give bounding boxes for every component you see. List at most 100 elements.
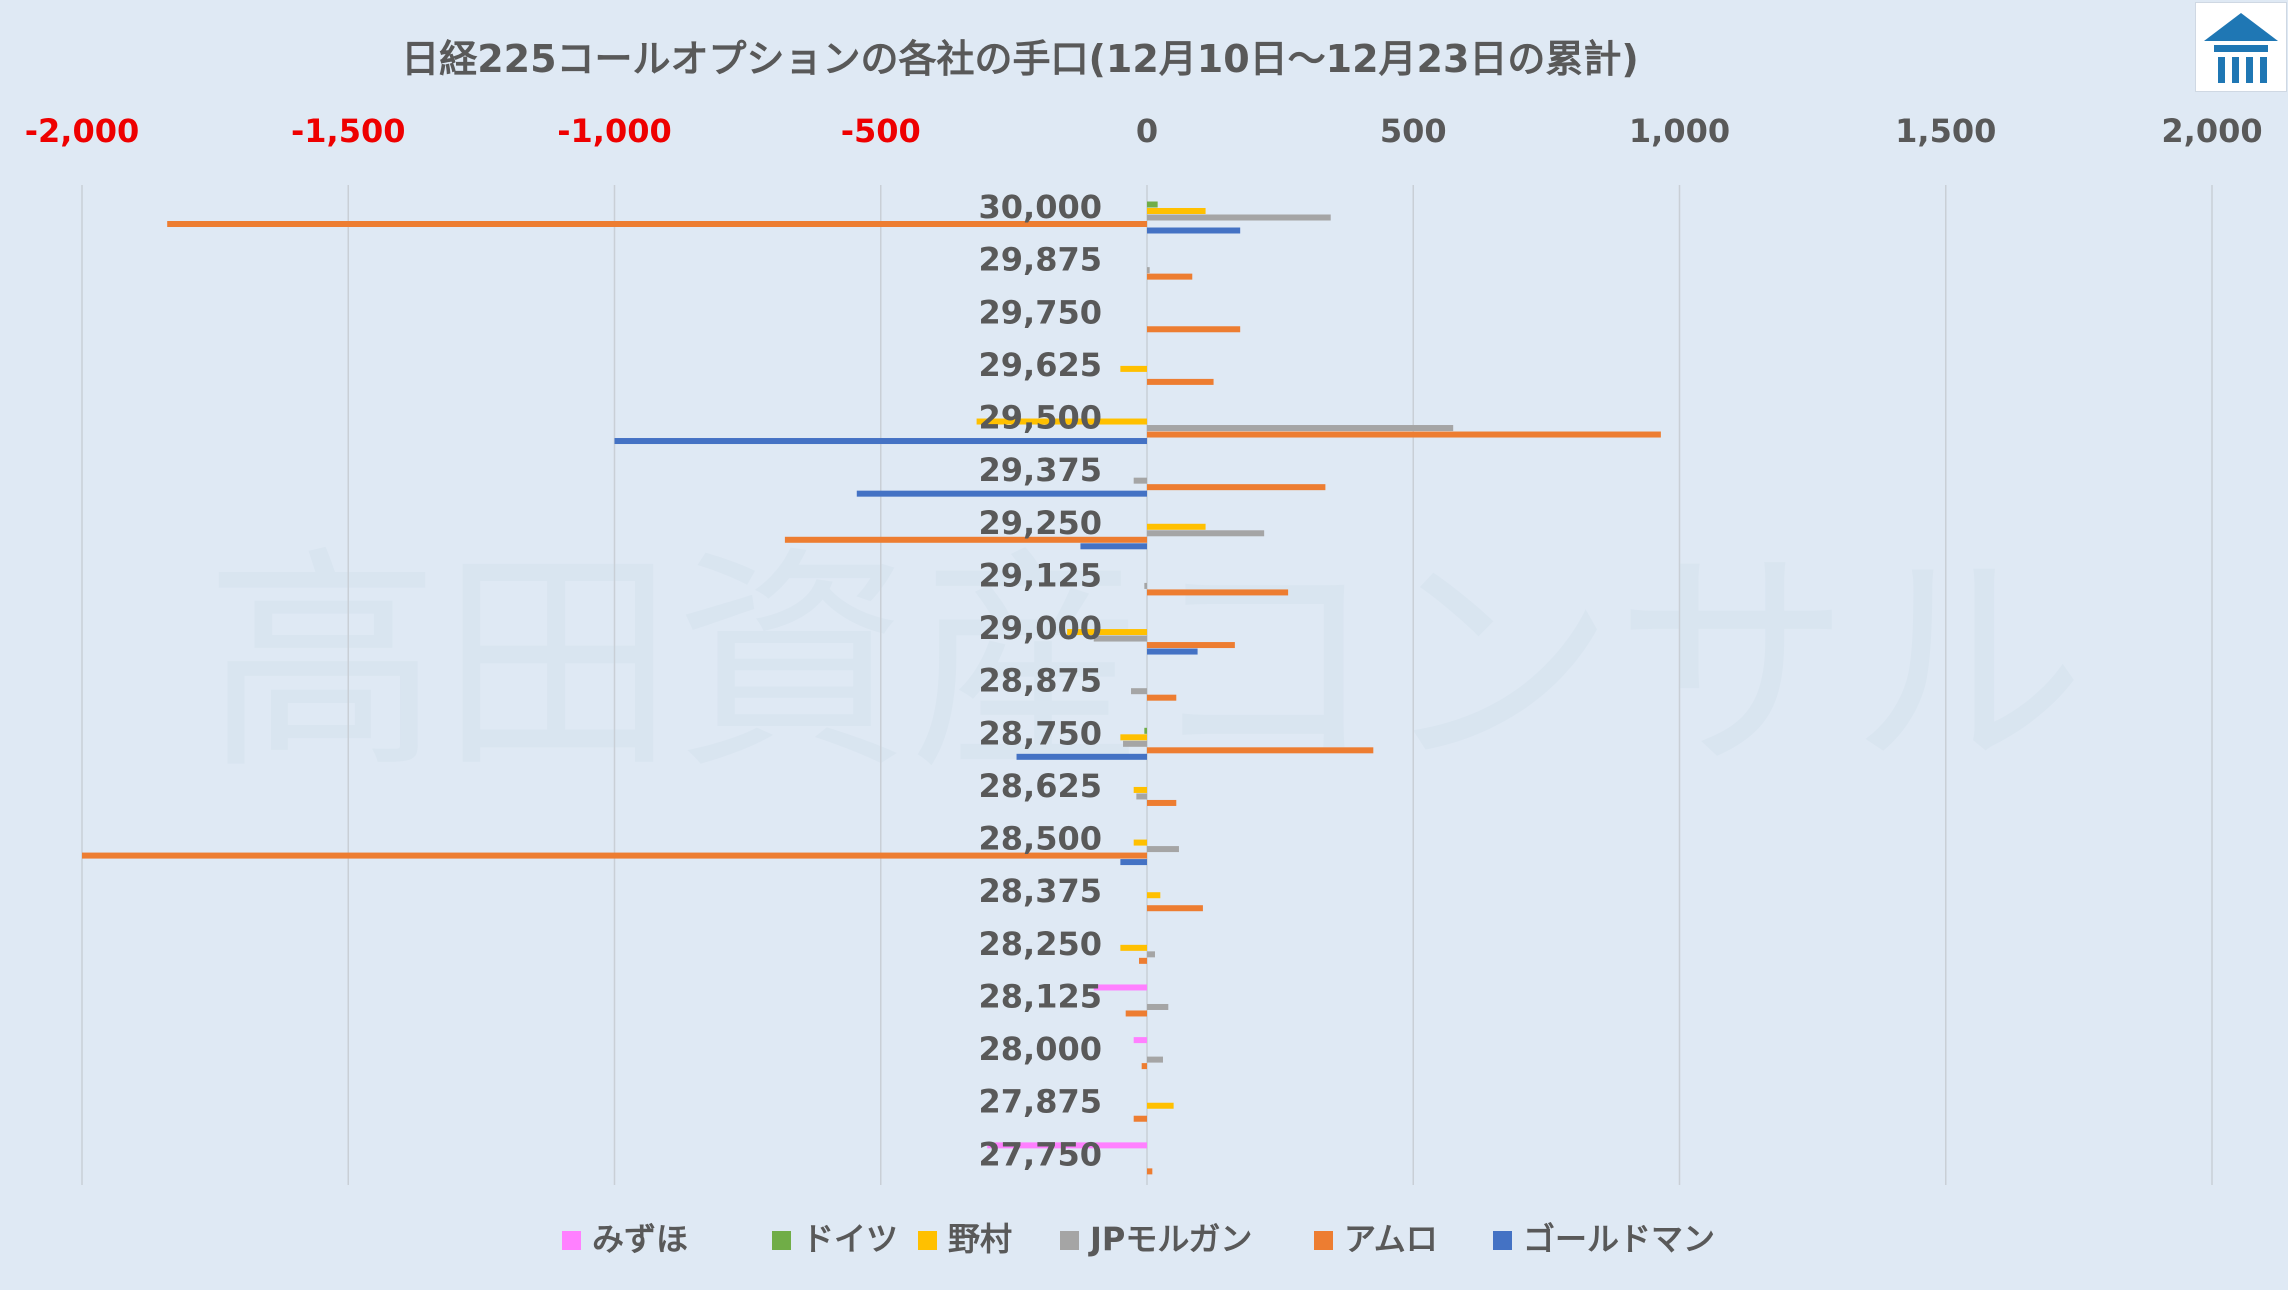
bar [1136, 793, 1147, 800]
bar [1133, 839, 1147, 846]
bar [1147, 642, 1235, 649]
x-tick-label: 2,000 [2161, 112, 2262, 150]
bar [1147, 799, 1177, 806]
category-label: 28,625 [979, 767, 1102, 805]
category-label: 30,000 [979, 188, 1102, 226]
legend: みずほ ドイツ 野村 JPモルガン アムロ ゴールドマン [562, 1220, 1715, 1258]
bar [1120, 734, 1147, 741]
bar [1147, 523, 1206, 530]
legend-swatch [772, 1231, 791, 1250]
bar [1120, 365, 1147, 372]
logo-icon [2204, 13, 2278, 83]
legend-swatch [1060, 1231, 1079, 1250]
bar [1120, 859, 1147, 866]
bar [856, 490, 1147, 497]
legend-label: ゴールドマン [1523, 1220, 1715, 1258]
bar [1093, 635, 1147, 642]
category-label: 29,125 [979, 556, 1102, 594]
category-label: 28,375 [979, 872, 1102, 910]
bar [1147, 227, 1241, 234]
bar [167, 221, 1147, 227]
bar [1147, 484, 1326, 491]
category-label: 29,500 [979, 399, 1102, 437]
legend-swatch [1314, 1231, 1333, 1250]
bar [614, 438, 1147, 445]
bar [1147, 1168, 1153, 1175]
x-tick-label: 1,000 [1629, 112, 1730, 150]
category-label: 28,500 [979, 820, 1102, 858]
legend-label: JPモルガン [1088, 1220, 1252, 1258]
bar [1147, 747, 1374, 754]
bar [1067, 629, 1147, 636]
bar [1133, 477, 1147, 484]
category-label: 29,750 [979, 293, 1102, 331]
bar [1147, 589, 1289, 596]
bar [1016, 753, 1147, 760]
watermark-text: 高田資産コンサル [205, 528, 2085, 801]
legend-swatch [562, 1231, 581, 1250]
category-label: 29,375 [979, 451, 1102, 489]
legend-label: みずほ [592, 1220, 688, 1258]
watermark-layer: 高田資産コンサル [205, 528, 2085, 801]
bar [1133, 1115, 1147, 1122]
x-tick-label: 0 [1136, 112, 1158, 150]
category-label: 29,250 [979, 504, 1102, 542]
category-label: 28,250 [979, 925, 1102, 963]
x-tick-label: -500 [841, 112, 921, 150]
category-label: 28,750 [979, 714, 1102, 752]
bar [1147, 267, 1150, 274]
legend-swatch [1493, 1231, 1512, 1250]
category-label: 28,125 [979, 977, 1102, 1015]
bar [1123, 740, 1147, 747]
category-labels: 30,000 29,875 29,750 29,625 29,500 29,375 29,2… [979, 188, 1102, 1173]
category-label: 29,000 [979, 609, 1102, 647]
category-label: 27,750 [979, 1135, 1102, 1173]
bar [1147, 648, 1198, 655]
bar [1147, 1056, 1163, 1063]
grid-layer [81, 185, 2213, 1185]
bar [987, 1142, 1147, 1149]
legend-label: 野村 [948, 1220, 1012, 1258]
bar [1147, 326, 1241, 333]
chart-title: 日経225コールオプションの各社の手口(12月10日～12月23日の累計) [401, 37, 1639, 81]
bar [1093, 984, 1147, 991]
x-tick-labels: -2,000 -1,500 -1,000 -500 0 500 1,000 1,500 2,00… [25, 112, 2263, 150]
bar [1147, 892, 1161, 899]
bar [1147, 425, 1454, 432]
bar [1147, 1003, 1169, 1010]
bar [1147, 378, 1214, 385]
bar [1147, 214, 1331, 221]
bar [1147, 201, 1158, 208]
bar [1147, 530, 1265, 537]
bar [1133, 1037, 1147, 1044]
category-label: 28,875 [979, 662, 1102, 700]
bar [1120, 944, 1147, 951]
category-label: 28,000 [979, 1030, 1102, 1068]
bar [1133, 786, 1147, 793]
bar [1147, 694, 1177, 701]
x-tick-label: 500 [1380, 112, 1447, 150]
x-tick-label: -2,000 [25, 112, 140, 150]
bar [1144, 727, 1147, 734]
legend-label: ドイツ [802, 1220, 898, 1258]
x-tick-label: 1,500 [1895, 112, 1996, 150]
bar [1147, 1102, 1174, 1109]
bar [1141, 1063, 1147, 1070]
bar [1147, 208, 1206, 214]
legend-swatch [918, 1231, 937, 1250]
bar [1147, 846, 1179, 853]
bar [784, 536, 1147, 543]
x-tick-label: -1,000 [557, 112, 672, 150]
bar [82, 852, 1147, 859]
category-label: 29,625 [979, 346, 1102, 384]
x-tick-label: -1,500 [291, 112, 406, 150]
bar [1147, 273, 1193, 280]
bar-layer [82, 201, 1661, 1175]
bar [976, 418, 1147, 425]
category-label: 29,875 [979, 241, 1102, 279]
bar [1131, 688, 1147, 695]
bar [1139, 957, 1147, 964]
bar [1125, 1010, 1147, 1017]
bar [1144, 582, 1147, 589]
